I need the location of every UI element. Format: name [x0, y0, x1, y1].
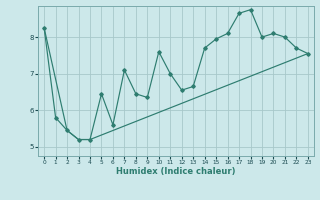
X-axis label: Humidex (Indice chaleur): Humidex (Indice chaleur) [116, 167, 236, 176]
